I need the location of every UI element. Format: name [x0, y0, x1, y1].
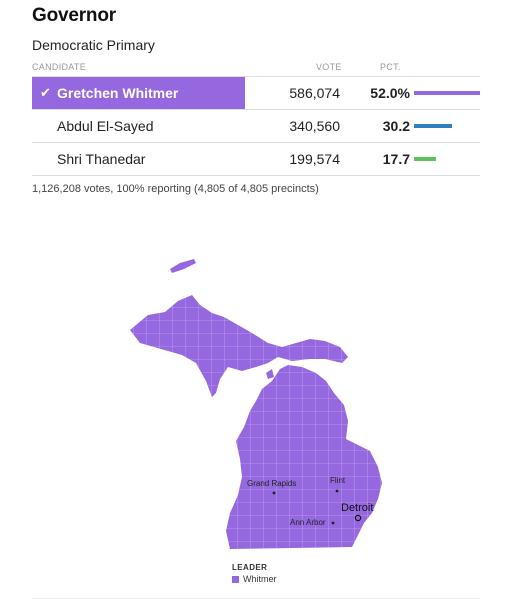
flint-marker: [335, 489, 339, 493]
lower-peninsula-grid: [226, 365, 382, 549]
legend-swatch: [232, 576, 239, 583]
grand-rapids-marker: [272, 491, 276, 495]
grand-rapids-label: Grand Rapids: [247, 479, 296, 488]
ann-arbor-marker: [331, 521, 335, 525]
legend-title: LEADER: [232, 563, 268, 572]
candidate-votes: 586,074: [289, 85, 340, 101]
table-row: Abdul El-Sayed 340,560 30.2: [32, 110, 480, 143]
divider: [32, 598, 480, 599]
table-row: ✔ Gretchen Whitmer 586,074 52.0%: [32, 77, 480, 110]
detroit-marker: [354, 514, 362, 522]
column-header-pct: PCT.: [380, 62, 401, 72]
candidate-pct: 52.0%: [370, 85, 410, 101]
detroit-label: Detroit: [341, 502, 373, 514]
page-title: Governor: [32, 5, 116, 26]
flint-label: Flint: [330, 476, 346, 485]
candidate-pct-bar: [414, 157, 437, 161]
candidate-name: Shri Thanedar: [57, 151, 146, 167]
beaver-island: [266, 369, 274, 379]
ann-arbor-label: Ann Arbor: [290, 518, 326, 527]
county-map[interactable]: Grand Rapids Flint Ann Arbor Detroit: [120, 255, 420, 565]
column-header-vote: VOTE: [316, 62, 342, 72]
candidate-pct-bar: [414, 91, 480, 95]
candidate-votes: 199,574: [289, 151, 340, 167]
candidate-name: Abdul El-Sayed: [57, 118, 154, 134]
isle-royale: [170, 259, 196, 273]
candidate-name: Gretchen Whitmer: [57, 85, 179, 101]
check-icon: ✔: [40, 85, 51, 100]
column-header-candidate: CANDIDATE: [32, 62, 87, 72]
candidate-pct: 17.7: [382, 151, 410, 167]
table-header: CANDIDATE VOTE PCT.: [32, 57, 480, 77]
reporting-status: 1,126,208 votes, 100% reporting (4,805 o…: [32, 183, 319, 195]
candidate-votes: 340,560: [289, 118, 340, 134]
results-table: CANDIDATE VOTE PCT. ✔ Gretchen Whitmer 5…: [32, 57, 480, 176]
winner-highlight: [32, 77, 245, 109]
candidate-pct-bar: [414, 124, 453, 128]
legend-label: Whitmer: [243, 574, 277, 584]
candidate-pct: 30.2: [382, 118, 410, 134]
legend-item: Whitmer: [232, 574, 277, 584]
race-subtitle: Democratic Primary: [32, 37, 155, 53]
upper-peninsula-grid: [130, 295, 348, 397]
table-row: Shri Thanedar 199,574 17.7: [32, 143, 480, 176]
michigan-map-svg: Grand Rapids Flint Ann Arbor Detroit: [130, 259, 382, 549]
